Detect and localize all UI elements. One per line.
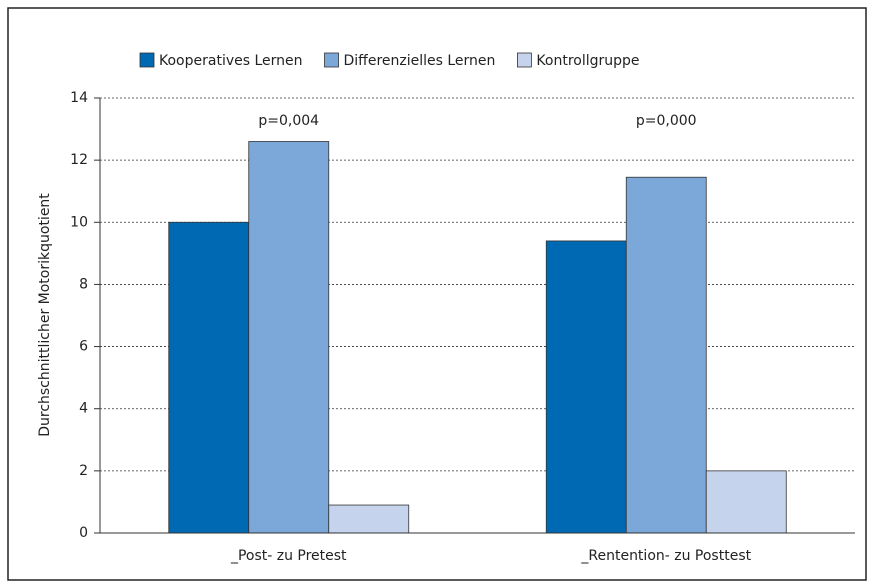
legend-swatch [139,52,155,68]
legend-label: Kooperatives Lernen [159,53,303,69]
legend-swatch [324,52,339,68]
bar [625,176,707,534]
y-tick-label: 10 [70,214,88,230]
y-tick-label: 0 [79,525,88,541]
y-tick-label: 6 [79,339,88,355]
frame [7,7,867,581]
bar [705,470,787,534]
bar [168,221,250,534]
legend-label: Kontrollgruppe [536,53,639,69]
x-tick-label: _Post- zu Pretest [230,548,347,564]
y-tick-label: 4 [79,401,88,417]
y-tick-label: 14 [70,90,88,106]
y-tick-label: 8 [79,276,88,292]
legend-swatch [517,52,532,68]
bar [328,504,410,534]
y-tick-label: 2 [79,463,88,479]
bar [248,141,330,534]
bar [545,240,627,534]
legend-label: Differenzielles Lernen [344,53,496,69]
y-axis-label: Durchschnittlicher Motorikquotient [37,193,53,437]
annotation: p=0,000 [636,113,697,129]
annotation: p=0,004 [258,113,319,129]
y-tick-label: 12 [70,152,88,168]
x-tick-label: _Rentention- zu Posttest [580,548,751,564]
